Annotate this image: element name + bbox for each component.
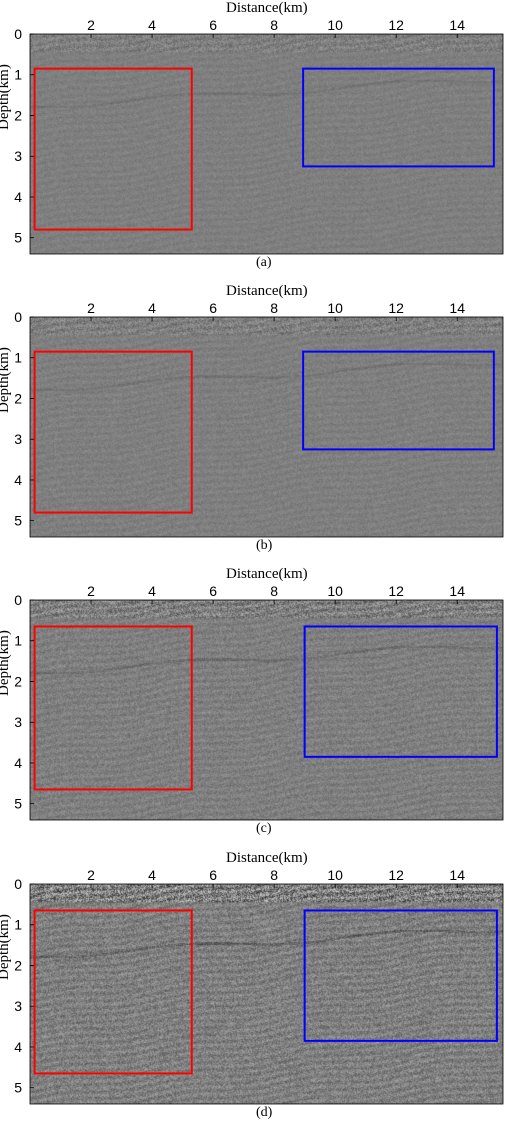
blue-box — [302, 350, 495, 451]
x-tick-label: 8 — [270, 17, 278, 33]
red-box — [33, 625, 193, 791]
x-tick-label: 6 — [209, 17, 217, 33]
y-tick-label: 4 — [14, 755, 22, 771]
red-box — [33, 909, 193, 1075]
x-tick-label: 6 — [209, 300, 217, 316]
panel-d: 2 4 6 8 10 12 14 0 1 2 3 4 5 Distance(km) Depth(km) (d) — [0, 850, 505, 1130]
x-tick-label: 10 — [327, 867, 343, 883]
y-tick-label: 1 — [14, 633, 22, 649]
y-tick-label: 0 — [14, 592, 22, 608]
x-tick-label: 14 — [449, 300, 465, 316]
y-tick-label: 3 — [14, 714, 22, 730]
y-axis-label: Depth(km) — [0, 347, 12, 413]
y-axis-label: Depth(km) — [0, 630, 12, 696]
x-tick-label: 12 — [388, 583, 404, 599]
x-tick-label: 4 — [148, 17, 156, 33]
x-tick-label: 4 — [148, 583, 156, 599]
x-tick-label: 12 — [388, 17, 404, 33]
x-tick-label: 14 — [449, 17, 465, 33]
axes-frame — [29, 33, 504, 255]
x-axis-label: Distance(km) — [226, 850, 308, 866]
x-tick-label: 10 — [327, 17, 343, 33]
y-tick-label: 4 — [14, 189, 22, 205]
blue-box — [303, 625, 498, 758]
y-tick-label: 2 — [14, 957, 22, 973]
red-box — [33, 350, 193, 514]
x-tick-label: 14 — [449, 867, 465, 883]
panel-caption: (b) — [256, 538, 273, 553]
y-tick-label: 5 — [14, 1080, 22, 1096]
blue-box — [302, 67, 495, 168]
axes-frame — [29, 599, 504, 821]
y-tick-label: 1 — [14, 67, 22, 83]
x-tick-label: 8 — [270, 583, 278, 599]
x-tick-label: 4 — [148, 300, 156, 316]
y-tick-label: 4 — [14, 1039, 22, 1055]
y-tick-label: 2 — [14, 390, 22, 406]
x-tick-label: 6 — [209, 583, 217, 599]
y-tick-label: 4 — [14, 472, 22, 488]
x-tick-label: 10 — [327, 583, 343, 599]
x-tick-label: 8 — [270, 300, 278, 316]
y-axis-label: Depth(km) — [0, 914, 12, 980]
seismic-texture — [30, 34, 503, 254]
y-tick-label: 2 — [14, 107, 22, 123]
panel-c: 2 4 6 8 10 12 14 0 1 2 3 4 5 Distance(km) Depth(km) (c) — [0, 566, 505, 846]
x-tick-label: 8 — [270, 867, 278, 883]
blue-box — [303, 909, 498, 1042]
x-axis-label: Distance(km) — [226, 0, 308, 16]
x-tick-label: 12 — [388, 300, 404, 316]
x-tick-label: 6 — [209, 867, 217, 883]
y-tick-label: 0 — [14, 26, 22, 42]
panel-caption: (a) — [256, 255, 272, 270]
y-tick-label: 1 — [14, 350, 22, 366]
axes-frame — [29, 883, 504, 1105]
y-tick-label: 5 — [14, 796, 22, 812]
y-axis-label: Depth(km) — [0, 64, 12, 130]
x-tick-label: 14 — [449, 583, 465, 599]
y-tick-label: 0 — [14, 309, 22, 325]
y-tick-label: 5 — [14, 230, 22, 246]
red-box — [33, 67, 193, 231]
seismic-texture — [30, 317, 503, 537]
axes-frame — [29, 316, 504, 538]
x-tick-label: 10 — [327, 300, 343, 316]
y-tick-label: 0 — [14, 876, 22, 892]
y-tick-label: 3 — [14, 998, 22, 1014]
x-tick-label: 2 — [87, 300, 95, 316]
panel-caption: (c) — [256, 821, 272, 836]
seismic-texture — [30, 884, 503, 1104]
y-tick-label: 3 — [14, 431, 22, 447]
panel-a: 2 4 6 8 10 12 14 0 1 2 3 4 5 Distance(km) Depth(km) (a) — [0, 0, 505, 280]
seismic-texture — [30, 600, 503, 820]
y-tick-label: 2 — [14, 673, 22, 689]
x-tick-label: 2 — [87, 867, 95, 883]
x-axis-label: Distance(km) — [226, 283, 308, 299]
x-tick-label: 4 — [148, 867, 156, 883]
y-tick-label: 3 — [14, 148, 22, 164]
x-tick-label: 2 — [87, 17, 95, 33]
x-axis-label: Distance(km) — [226, 566, 308, 582]
y-tick-label: 5 — [14, 513, 22, 529]
x-tick-label: 2 — [87, 583, 95, 599]
y-tick-label: 1 — [14, 917, 22, 933]
x-tick-label: 12 — [388, 867, 404, 883]
panel-caption: (d) — [256, 1105, 273, 1120]
panel-b: 2 4 6 8 10 12 14 0 1 2 3 4 5 Distance(km) Depth(km) (b) — [0, 283, 505, 563]
